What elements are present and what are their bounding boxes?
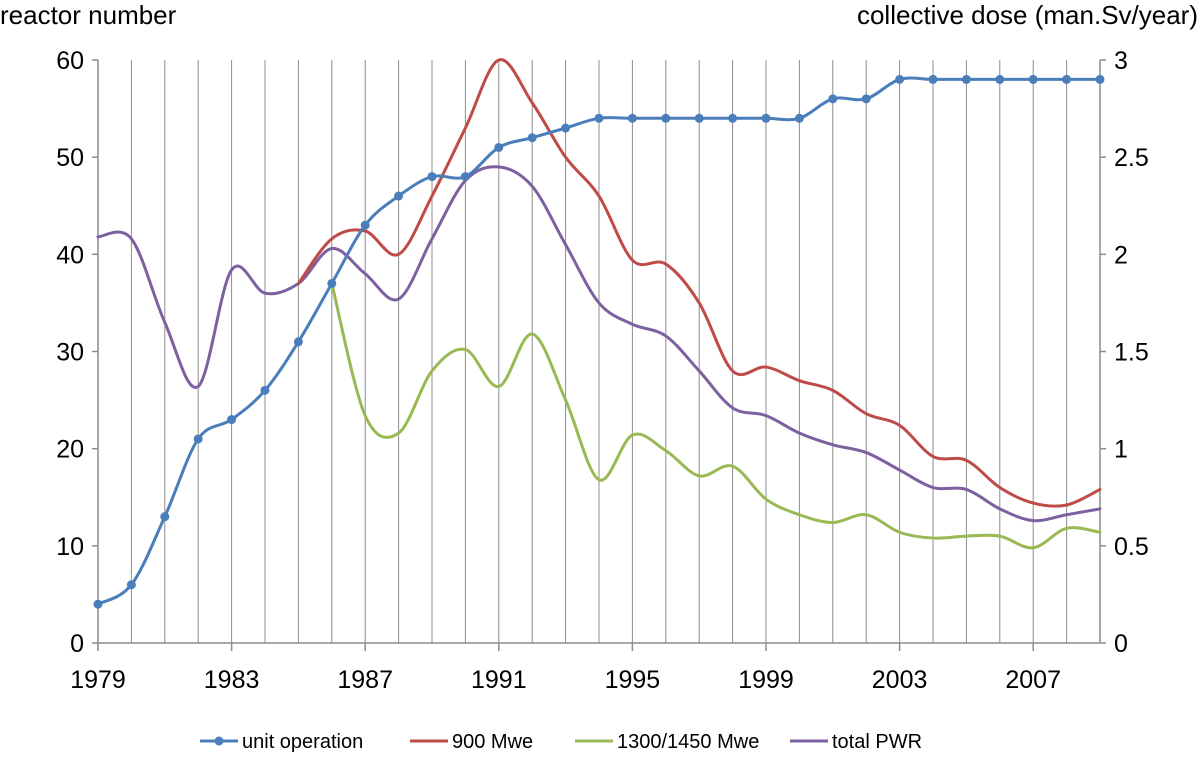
marker-unit-operation-1983 — [227, 415, 237, 425]
y-axis-title: reactor number — [0, 0, 177, 30]
x-tick-label-1987: 1987 — [337, 666, 393, 694]
marker-unit-operation-2004 — [928, 74, 938, 84]
marker-unit-operation-1982 — [193, 434, 203, 444]
x-tick-label-2007: 2007 — [1005, 666, 1061, 694]
y2-tick-label-3: 3 — [1114, 47, 1128, 75]
y-tick-label-40: 40 — [56, 241, 84, 269]
marker-unit-operation-1989 — [427, 172, 437, 182]
y-ticks-left: 0 10 20 30 40 50 60 — [56, 47, 98, 658]
x-tick-label-1979: 1979 — [70, 666, 126, 694]
y-tick-label-10: 10 — [56, 533, 84, 561]
x-tick-label-1983: 1983 — [204, 666, 260, 694]
marker-unit-operation-1997 — [694, 113, 704, 123]
marker-unit-operation-2007 — [1028, 74, 1038, 84]
y-tick-label-30: 30 — [56, 339, 84, 367]
series-markers — [93, 74, 1105, 609]
marker-unit-operation-1985 — [293, 337, 303, 347]
marker-unit-operation-2009 — [1095, 74, 1105, 84]
marker-unit-operation-1991 — [494, 142, 504, 152]
y2-tick-label-0: 0 — [1114, 630, 1128, 658]
marker-unit-operation-1981 — [160, 512, 170, 522]
marker-unit-operation-1993 — [561, 123, 571, 133]
legend-marker-unit-operation — [214, 736, 224, 746]
marker-unit-operation-1986 — [327, 278, 337, 288]
y2-tick-label-0.5: 0.5 — [1114, 533, 1149, 561]
marker-unit-operation-1988 — [394, 191, 404, 201]
marker-unit-operation-1990 — [460, 172, 470, 182]
marker-unit-operation-2003 — [895, 74, 905, 84]
marker-unit-operation-2000 — [794, 113, 804, 123]
grid — [97, 60, 1101, 643]
y-tick-label-60: 60 — [56, 47, 84, 75]
y2-tick-label-1: 1 — [1114, 436, 1128, 464]
marker-unit-operation-1979 — [93, 599, 103, 609]
series-line-1300-1450-mwe — [330, 281, 1102, 550]
x-tick-label-1999: 1999 — [738, 666, 794, 694]
x-ticks: 1979 1983 1987 1991 1995 1999 2003 2007 — [70, 643, 1061, 694]
y-ticks-right: 0 0.5 1 1.5 2 2.5 3 — [1100, 47, 1149, 658]
marker-unit-operation-2001 — [828, 94, 838, 104]
legend-label-1300-1450-mwe: 1300/1450 Mwe — [617, 731, 759, 753]
y2-tick-label-2: 2 — [1114, 241, 1128, 269]
legend-label-unit-operation: unit operation — [242, 731, 363, 753]
series-line-900-mwe — [296, 58, 1102, 508]
marker-unit-operation-2002 — [861, 94, 871, 104]
x-tick-label-2003: 2003 — [872, 666, 928, 694]
marker-unit-operation-1994 — [594, 113, 604, 123]
x-tick-label-1995: 1995 — [605, 666, 661, 694]
marker-unit-operation-1980 — [126, 580, 136, 590]
y-tick-label-20: 20 — [56, 436, 84, 464]
marker-unit-operation-1999 — [761, 113, 771, 123]
marker-unit-operation-1992 — [527, 133, 537, 143]
y-tick-label-0: 0 — [70, 630, 84, 658]
marker-unit-operation-1996 — [661, 113, 671, 123]
y2-axis-title: collective dose (man.Sv/year) — [857, 0, 1198, 30]
marker-unit-operation-2005 — [961, 74, 971, 84]
marker-unit-operation-1995 — [627, 113, 637, 123]
marker-unit-operation-1998 — [728, 113, 738, 123]
y2-tick-label-1.5: 1.5 — [1114, 339, 1149, 367]
y-tick-label-50: 50 — [56, 144, 84, 172]
marker-unit-operation-1987 — [360, 220, 370, 230]
marker-unit-operation-1984 — [260, 385, 270, 395]
legend-label-total-pwr: total PWR — [832, 731, 922, 753]
legend: unit operation 900 Mwe 1300/1450 Mwe total … — [200, 731, 922, 753]
y2-tick-label-2.5: 2.5 — [1114, 144, 1149, 172]
legend-label-900-mwe: 900 Mwe — [452, 731, 533, 753]
marker-unit-operation-2006 — [995, 74, 1005, 84]
marker-unit-operation-2008 — [1062, 74, 1072, 84]
series-line-total-pwr — [96, 165, 1102, 523]
x-tick-label-1991: 1991 — [471, 666, 527, 694]
